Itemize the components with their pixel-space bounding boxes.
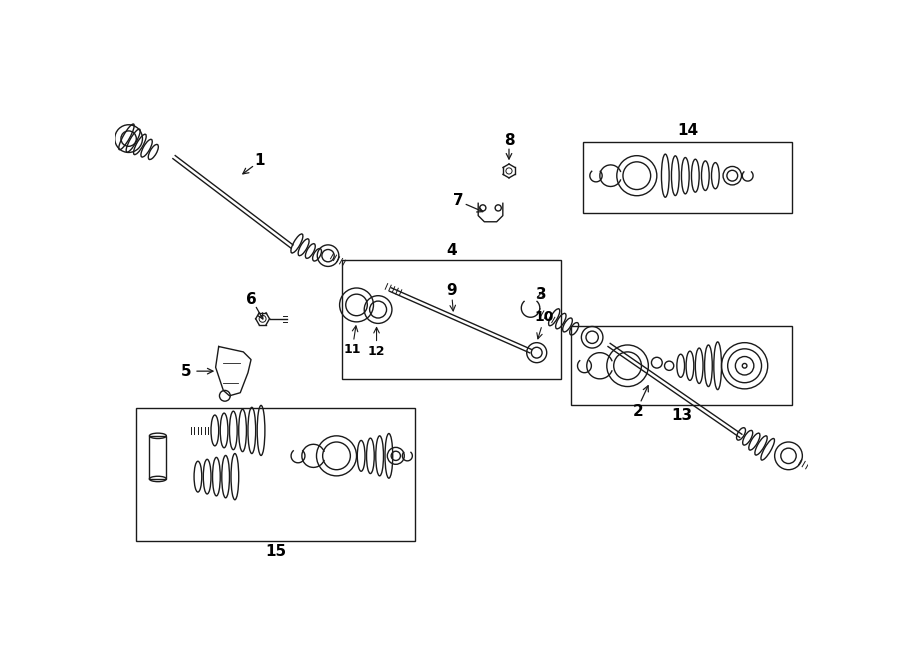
Bar — [583, 141, 792, 213]
Text: 10: 10 — [535, 310, 554, 325]
Text: 7: 7 — [453, 193, 464, 208]
Bar — [342, 260, 562, 379]
Text: 15: 15 — [266, 544, 286, 559]
Text: 3: 3 — [536, 287, 546, 301]
Text: 14: 14 — [677, 124, 698, 138]
Text: 13: 13 — [670, 408, 692, 423]
Text: 5: 5 — [181, 364, 192, 379]
Text: 6: 6 — [247, 292, 257, 307]
Bar — [136, 408, 415, 541]
Text: 4: 4 — [446, 243, 457, 258]
Text: 11: 11 — [343, 343, 361, 356]
Text: 9: 9 — [446, 283, 457, 298]
Text: 12: 12 — [368, 344, 385, 358]
Bar — [149, 436, 166, 479]
Text: 2: 2 — [633, 404, 643, 418]
Bar — [571, 327, 792, 405]
Text: 1: 1 — [255, 153, 265, 168]
Text: 8: 8 — [504, 133, 514, 147]
